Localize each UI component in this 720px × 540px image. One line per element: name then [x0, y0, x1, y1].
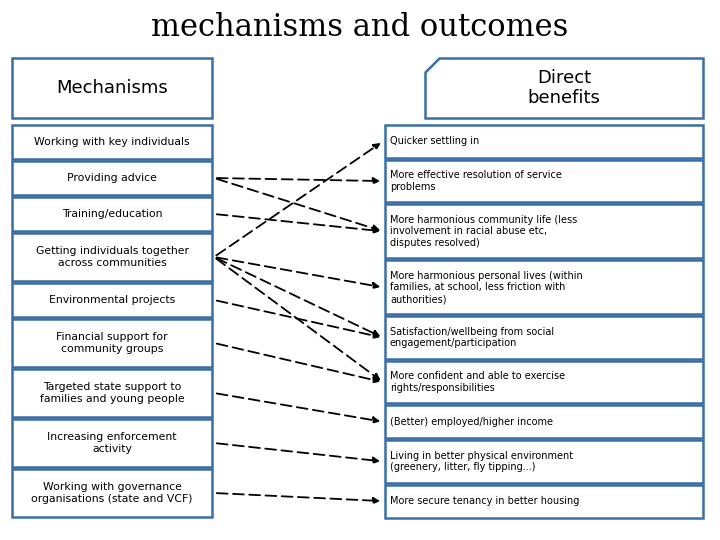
Text: mechanisms and outcomes: mechanisms and outcomes	[151, 12, 569, 44]
Text: More confident and able to exercise
rights/responsibilities: More confident and able to exercise righ…	[390, 372, 565, 393]
Bar	[12, 283, 212, 317]
Text: Satisfaction/wellbeing from social
engagement/participation: Satisfaction/wellbeing from social engag…	[390, 327, 554, 348]
Text: Quicker settling in: Quicker settling in	[390, 137, 480, 146]
Bar	[12, 233, 212, 281]
Bar	[385, 406, 703, 438]
Text: Targeted state support to
families and young people: Targeted state support to families and y…	[40, 382, 184, 404]
Text: (Better) employed/higher income: (Better) employed/higher income	[390, 417, 553, 427]
Text: Working with governance
organisations (state and VCF): Working with governance organisations (s…	[31, 482, 193, 504]
Text: More harmonious community life (less
involvement in racial abuse etc,
disputes r: More harmonious community life (less inv…	[390, 215, 577, 248]
Bar	[12, 197, 212, 231]
Text: Financial support for
community groups: Financial support for community groups	[56, 332, 168, 354]
Polygon shape	[425, 58, 703, 118]
Bar	[12, 161, 212, 195]
Bar	[385, 160, 703, 202]
Text: More secure tenancy in better housing: More secure tenancy in better housing	[390, 496, 580, 506]
Text: Increasing enforcement
activity: Increasing enforcement activity	[48, 432, 176, 454]
Bar	[12, 125, 212, 159]
Text: Working with key individuals: Working with key individuals	[34, 137, 190, 147]
Bar	[385, 361, 703, 403]
Bar	[385, 125, 703, 158]
Text: More effective resolution of service
problems: More effective resolution of service pro…	[390, 170, 562, 192]
Bar	[385, 204, 703, 258]
Bar	[12, 469, 212, 517]
Bar	[12, 58, 212, 118]
Bar	[385, 316, 703, 359]
Bar	[12, 319, 212, 367]
Text: Environmental projects: Environmental projects	[49, 295, 175, 305]
Text: Providing advice: Providing advice	[67, 173, 157, 183]
Bar	[385, 260, 703, 314]
Text: Mechanisms: Mechanisms	[56, 79, 168, 97]
Bar	[12, 369, 212, 417]
Bar	[385, 485, 703, 517]
Text: Getting individuals together
across communities: Getting individuals together across comm…	[35, 246, 189, 268]
Text: Training/education: Training/education	[62, 209, 162, 219]
Bar	[12, 419, 212, 467]
Bar	[385, 440, 703, 483]
Text: More harmonious personal lives (within
families, at school, less friction with
a: More harmonious personal lives (within f…	[390, 271, 582, 304]
Text: Living in better physical environment
(greenery, litter, fly tipping...): Living in better physical environment (g…	[390, 451, 573, 472]
Text: Direct
benefits: Direct benefits	[528, 69, 600, 107]
